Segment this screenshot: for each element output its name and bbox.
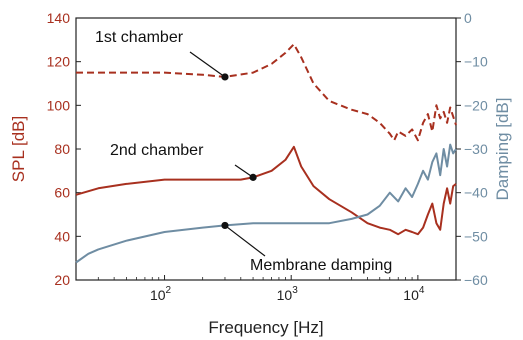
annotation-membrane-damping-marker (221, 221, 229, 230)
annotation-membrane-damping-label: Membrane damping (250, 257, 392, 274)
x-tick-label: 103 (277, 285, 299, 303)
right-tick-label: 0 (464, 10, 472, 26)
annotation-2nd-chamber-leader (234, 164, 254, 178)
right-tick-label: −60 (464, 272, 488, 288)
left-tick-label: 80 (54, 141, 70, 157)
left-tick-label: 20 (54, 272, 70, 288)
first-chamber-spl-line (76, 43, 457, 142)
left-tick-label: 140 (47, 10, 71, 26)
right-tick-label: −20 (464, 97, 488, 113)
x-axis-label: Frequency [Hz] (208, 318, 323, 337)
x-tick-label: 104 (403, 285, 425, 303)
annotation-2nd-chamber-marker (249, 173, 257, 181)
left-tick-label: 60 (54, 185, 70, 201)
x-tick-label: 102 (150, 285, 172, 303)
right-axis-label: Damping [dB] (493, 98, 512, 201)
right-tick-label: −40 (464, 185, 488, 201)
membrane-damping-line (75, 143, 457, 264)
left-axis-label: SPL [dB] (9, 116, 28, 182)
annotation-1st-chamber-marker (221, 73, 229, 81)
right-tick-label: −50 (464, 228, 488, 244)
right-tick-label: −10 (464, 54, 488, 70)
annotation-1st-chamber-leader (189, 51, 226, 78)
left-tick-label: 120 (47, 54, 71, 70)
right-tick-label: −30 (464, 141, 488, 157)
annotation-1st-chamber-label: 1st chamber (95, 29, 184, 46)
annotation-2nd-chamber-label: 2nd chamber (110, 142, 204, 159)
annotation-membrane-damping-leader (224, 224, 266, 257)
second-chamber-spl-line (75, 145, 457, 236)
left-tick-label: 40 (54, 228, 70, 244)
left-tick-label: 100 (47, 97, 71, 113)
